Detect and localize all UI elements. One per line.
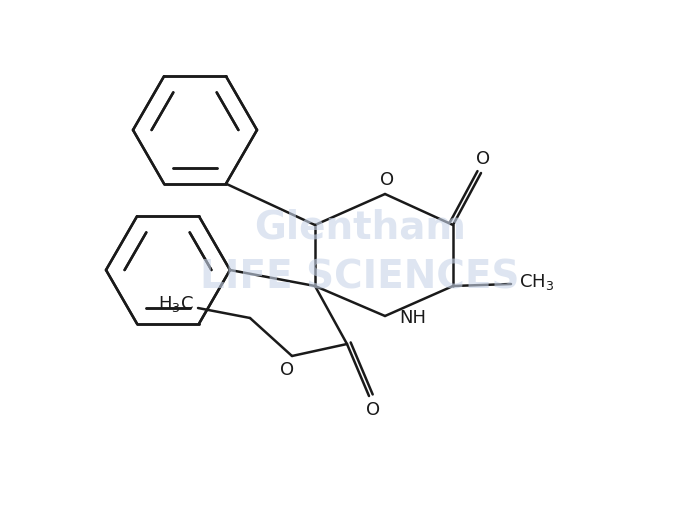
Text: O: O — [280, 361, 294, 379]
Text: CH$_3$: CH$_3$ — [519, 272, 555, 292]
Text: O: O — [476, 150, 490, 168]
Text: O: O — [366, 401, 380, 419]
Text: Glentham
LIFE SCIENCES: Glentham LIFE SCIENCES — [200, 208, 520, 296]
Text: H$_3$C: H$_3$C — [158, 294, 194, 314]
Text: O: O — [380, 171, 394, 189]
Text: NH: NH — [400, 309, 427, 327]
